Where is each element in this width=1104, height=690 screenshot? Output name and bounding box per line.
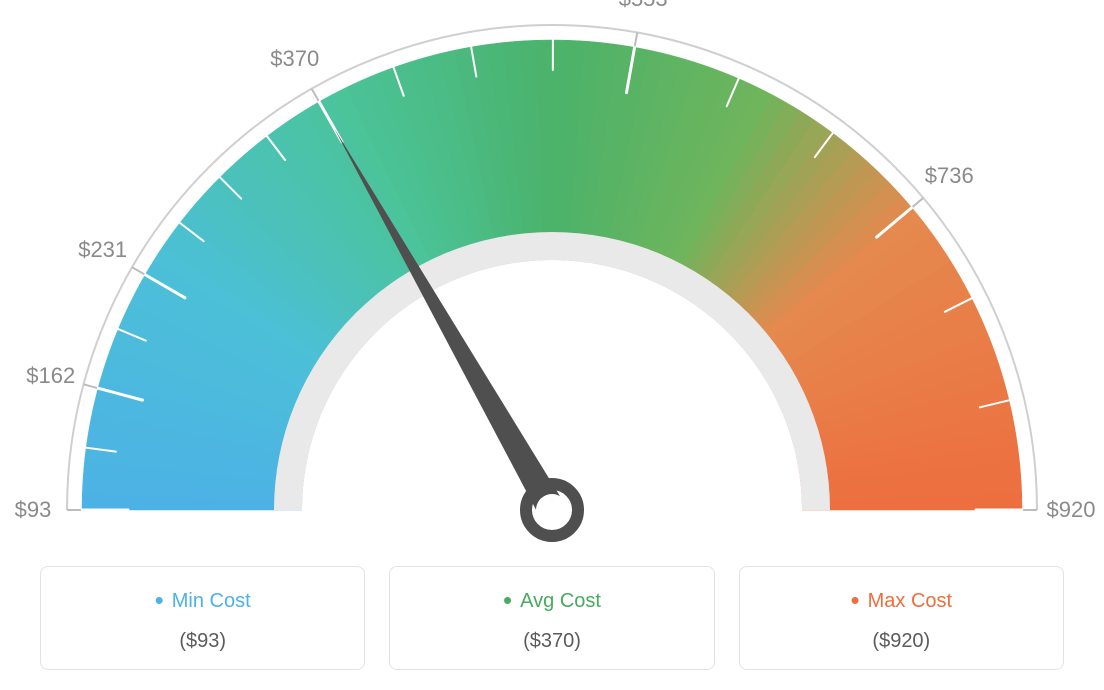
gauge-tick-label: $553	[619, 0, 668, 12]
gauge-tick-label: $920	[1047, 497, 1096, 523]
gauge-tick-label: $162	[26, 363, 75, 389]
cost-gauge-chart: $93 $162 $231 $370 $553 $736 $920 Min Cost ($9…	[0, 0, 1104, 690]
gauge-tick-label: $93	[15, 497, 52, 523]
legend-card-avg: Avg Cost ($370)	[389, 566, 714, 670]
legend-label-max: Max Cost	[750, 585, 1053, 616]
legend-value-avg: ($370)	[400, 630, 703, 653]
legend-label-min: Min Cost	[51, 585, 354, 616]
legend-card-max: Max Cost ($920)	[739, 566, 1064, 670]
legend-card-min: Min Cost ($93)	[40, 566, 365, 670]
gauge-tick-label: $736	[925, 163, 974, 189]
gauge-tick-label: $370	[270, 46, 319, 72]
gauge-area: $93 $162 $231 $370 $553 $736 $920	[0, 0, 1104, 560]
gauge-svg	[0, 0, 1104, 560]
legend-value-min: ($93)	[51, 630, 354, 653]
legend-row: Min Cost ($93) Avg Cost ($370) Max Cost …	[40, 566, 1064, 670]
gauge-tick-label: $231	[78, 237, 127, 263]
legend-value-max: ($920)	[750, 630, 1053, 653]
legend-label-avg: Avg Cost	[400, 585, 703, 616]
